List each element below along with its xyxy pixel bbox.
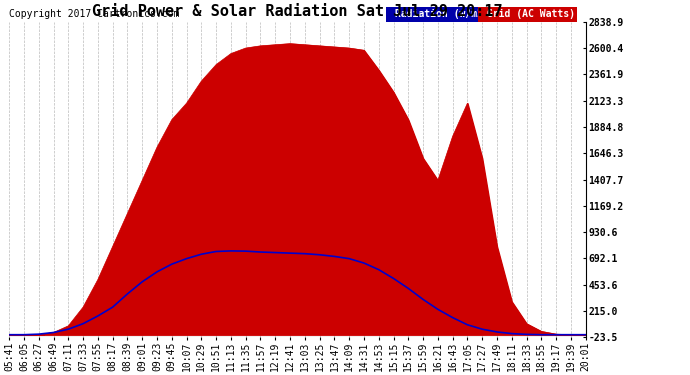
Title: Grid Power & Solar Radiation Sat Jul 29 20:17: Grid Power & Solar Radiation Sat Jul 29 …: [92, 4, 503, 19]
Text: Grid (AC Watts): Grid (AC Watts): [481, 9, 575, 19]
Text: Radiation (w/m2): Radiation (w/m2): [388, 9, 489, 19]
Text: Copyright 2017 Cartronics.com: Copyright 2017 Cartronics.com: [9, 9, 179, 19]
